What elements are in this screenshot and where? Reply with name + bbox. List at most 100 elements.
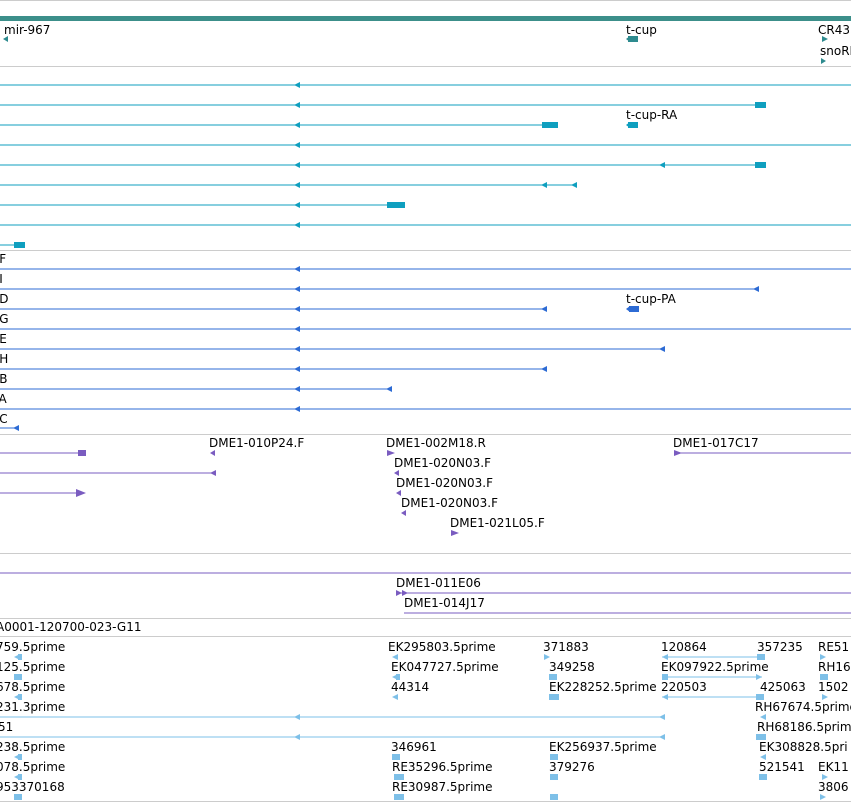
- est-glyph[interactable]: [392, 754, 400, 760]
- protein-label[interactable]: PD: [0, 292, 9, 306]
- est-label[interactable]: EK047727.5prime: [391, 660, 499, 674]
- est-label[interactable]: RE35296.5prime: [392, 760, 493, 774]
- est-label[interactable]: 371883: [543, 640, 589, 654]
- clone-label[interactable]: DME1-020N03.F: [401, 496, 499, 510]
- transcript-row[interactable]: [0, 202, 405, 208]
- est-row[interactable]: [662, 694, 764, 700]
- protein-row[interactable]: [0, 425, 19, 431]
- est-label[interactable]: EK097922.5prime: [661, 660, 769, 674]
- est-glyph[interactable]: [392, 654, 398, 660]
- transcript-row[interactable]: [0, 82, 851, 88]
- protein-label[interactable]: PG: [0, 312, 9, 326]
- transcript-row[interactable]: [0, 102, 766, 108]
- protein-row[interactable]: [0, 386, 392, 392]
- clone-label[interactable]: DME1-020N03.F: [394, 456, 492, 470]
- clone-glyph[interactable]: [396, 490, 401, 496]
- clone-label[interactable]: DME1-017C17: [673, 436, 759, 450]
- protein-row[interactable]: [0, 306, 639, 312]
- clone-label[interactable]: DME1-014J17: [404, 596, 485, 610]
- clone-row[interactable]: [674, 450, 851, 456]
- est-label[interactable]: 220503: [661, 680, 707, 694]
- est-glyph[interactable]: [549, 674, 557, 680]
- est-row[interactable]: [662, 674, 762, 680]
- est-glyph[interactable]: [820, 674, 828, 680]
- clone-label[interactable]: DME1-002M18.R: [386, 436, 486, 450]
- protein-row[interactable]: [0, 326, 851, 332]
- snor-glyph[interactable]: [821, 58, 826, 64]
- est-glyph[interactable]: [760, 754, 766, 760]
- gene-label[interactable]: mir-967: [4, 23, 51, 37]
- transcript-row[interactable]: [0, 242, 25, 248]
- transcript-label[interactable]: t-cup-RA: [626, 108, 678, 122]
- est-label[interactable]: 379276: [549, 760, 595, 774]
- est-label[interactable]: 078.5prime: [0, 760, 66, 774]
- est-glyph[interactable]: [14, 674, 22, 680]
- protein-feature-label[interactable]: t-cup-PA: [626, 292, 676, 306]
- est-label[interactable]: 238.5prime: [0, 740, 66, 754]
- est-glyph[interactable]: [760, 714, 766, 720]
- protein-label[interactable]: PB: [0, 372, 8, 386]
- est-glyph[interactable]: [820, 654, 826, 660]
- est-glyph[interactable]: [756, 734, 766, 740]
- est-glyph[interactable]: [550, 754, 558, 760]
- clone-label[interactable]: DME1-011E06: [396, 576, 481, 590]
- est-label[interactable]: RH16: [818, 660, 851, 674]
- est-label[interactable]: 349258: [549, 660, 595, 674]
- est-label[interactable]: 51: [0, 720, 14, 734]
- transcript-row[interactable]: [0, 142, 851, 148]
- contig-label[interactable]: A0001-120700-023-G11: [0, 620, 142, 634]
- gene-label[interactable]: t-cup: [626, 23, 657, 37]
- est-glyph[interactable]: [392, 694, 398, 700]
- transcript-row[interactable]: [0, 182, 577, 188]
- transcript-row[interactable]: [0, 222, 851, 228]
- est-glyph[interactable]: [822, 774, 828, 780]
- protein-row[interactable]: [0, 406, 851, 412]
- est-label[interactable]: EK308828.5pri: [759, 740, 848, 754]
- clone-row[interactable]: [396, 590, 851, 596]
- est-label[interactable]: 120864: [661, 640, 707, 654]
- cr43-glyph[interactable]: [822, 36, 828, 42]
- est-label[interactable]: 759.5prime: [0, 640, 66, 654]
- est-row[interactable]: [0, 734, 665, 740]
- est-glyph[interactable]: [550, 794, 558, 800]
- est-glyph[interactable]: [394, 794, 404, 800]
- est-glyph[interactable]: [822, 694, 828, 700]
- protein-label[interactable]: PF: [0, 252, 7, 266]
- clone-label[interactable]: DME1-020N03.F: [396, 476, 494, 490]
- est-label[interactable]: EK228252.5prime: [549, 680, 657, 694]
- clone-label[interactable]: DME1-021L05.F: [450, 516, 545, 530]
- clone-glyph[interactable]: [387, 450, 395, 456]
- clone-label[interactable]: DME1-010P24.F: [209, 436, 305, 450]
- protein-label[interactable]: PA: [0, 392, 7, 406]
- est-glyph[interactable]: [820, 794, 826, 800]
- est-label[interactable]: 1502: [818, 680, 849, 694]
- clone-glyph[interactable]: [451, 530, 459, 536]
- est-label[interactable]: EK11: [818, 760, 849, 774]
- clone-row[interactable]: [0, 470, 216, 476]
- protein-label[interactable]: PI: [0, 272, 3, 286]
- est-row[interactable]: [662, 654, 765, 660]
- transcript-row[interactable]: [0, 122, 638, 128]
- est-glyph[interactable]: [544, 654, 550, 660]
- clone-row[interactable]: [0, 450, 86, 456]
- est-label[interactable]: RH68186.5prime: [757, 720, 851, 734]
- est-label[interactable]: 231.3prime: [0, 700, 66, 714]
- clone-glyph[interactable]: [401, 510, 406, 516]
- est-glyph[interactable]: [549, 694, 559, 700]
- est-label[interactable]: 425063: [760, 680, 806, 694]
- est-label[interactable]: 346961: [391, 740, 437, 754]
- gene-label[interactable]: CR43: [818, 23, 850, 37]
- protein-row[interactable]: [0, 286, 759, 292]
- est-glyph[interactable]: [14, 794, 22, 800]
- est-row[interactable]: [0, 714, 665, 720]
- est-glyph[interactable]: [394, 774, 404, 780]
- est-label[interactable]: 125.5prime: [0, 660, 66, 674]
- est-label[interactable]: 953370168: [0, 780, 65, 794]
- est-glyph[interactable]: [759, 774, 767, 780]
- est-label[interactable]: EK256937.5prime: [549, 740, 657, 754]
- est-label[interactable]: RH67674.5prime: [755, 700, 851, 714]
- est-label[interactable]: RE51: [818, 640, 850, 654]
- mir-967-glyph[interactable]: [3, 36, 8, 42]
- est-glyph[interactable]: [550, 774, 558, 780]
- protein-label[interactable]: PH: [0, 352, 9, 366]
